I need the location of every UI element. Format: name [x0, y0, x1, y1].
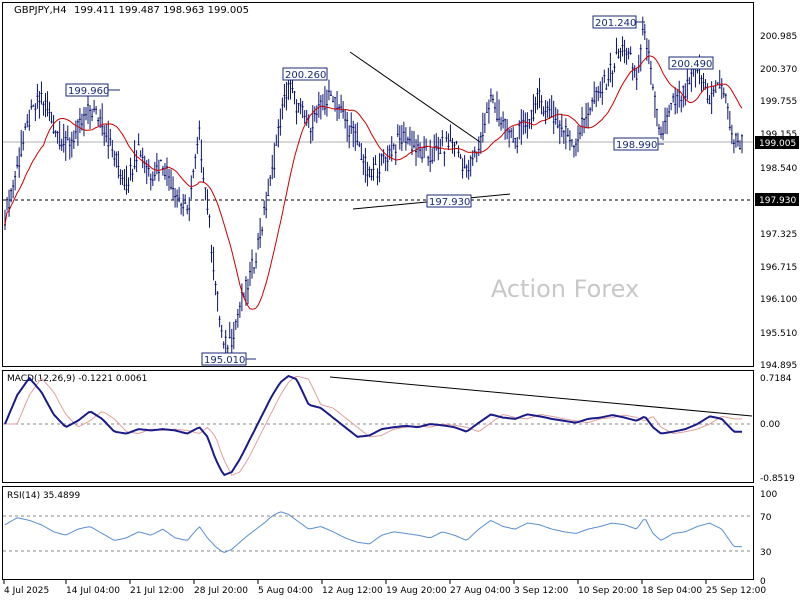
annotation-label: 200.260: [285, 70, 326, 81]
upper-trendline: [349, 51, 481, 143]
annotation-label: 197.930: [429, 197, 470, 208]
support-level-box: [755, 193, 799, 206]
price-ytick: 195.510: [760, 329, 797, 339]
moving-average-line: [4, 55, 743, 310]
rsi-ytick: 70: [760, 513, 772, 523]
macd-line: [4, 374, 742, 477]
macd-panel-frame: [2, 370, 754, 483]
price-ytick: 200.985: [760, 32, 797, 42]
macd-header: MACD(12,26,9) -0.1221 0.0061: [7, 374, 147, 384]
xaxis-layer: 4 Jul 2025 14 Jul 04:00 21 Jul 12:00 28 Jul…: [3, 580, 766, 596]
price-ytick: 197.325: [760, 230, 797, 240]
price-ytick: 199.755: [760, 97, 797, 107]
annotation-box: [426, 194, 472, 208]
macd-ytick: 0.00: [760, 420, 780, 430]
xaxis-label: 21 Jul 12:00: [130, 586, 184, 596]
rsi-line: [4, 511, 742, 553]
annotation-label: 195.010: [204, 355, 245, 366]
price-ytick: 194.895: [760, 361, 797, 371]
price-ytick: 198.540: [760, 164, 797, 174]
macd-ytick: 0.7184: [760, 374, 792, 384]
rsi-ytick: 0: [760, 577, 766, 587]
xaxis-label: 25 Sep 12:00: [706, 586, 766, 596]
xaxis-label: 28 Jul 20:00: [194, 586, 248, 596]
xaxis-label: 14 Jul 04:00: [66, 586, 120, 596]
xaxis-label: 4 Jul 2025: [4, 586, 49, 596]
xaxis-label: 10 Sep 20:00: [578, 586, 638, 596]
xaxis-label: 3 Sep 12:00: [514, 586, 569, 596]
rsi-ytick: 30: [760, 548, 772, 558]
annotation-label: 199.960: [68, 86, 109, 97]
rsi-header: RSI(14) 35.4899: [7, 491, 80, 501]
support-level-label: 197.930: [759, 196, 796, 206]
price-ytick: 199.155: [760, 130, 797, 140]
xaxis-label: 27 Aug 04:00: [450, 586, 511, 596]
price-ytick: 196.100: [760, 295, 797, 305]
price-ytick: 200.370: [760, 65, 797, 75]
macd-ytick: -0.8519: [760, 474, 795, 484]
annotation-box: [668, 56, 714, 70]
annotation-box: [282, 67, 328, 81]
xaxis-label: 12 Aug 12:00: [322, 586, 383, 596]
rsi-ytick: 100: [760, 490, 777, 500]
current-price-label: 199.005: [759, 139, 796, 149]
annotation-label: 200.490: [671, 59, 712, 70]
price-ytick: 196.715: [760, 263, 797, 273]
price-header-symbol: GBPJPY,H4: [14, 5, 67, 16]
rsi-panel-frame: [2, 486, 754, 580]
annotation-label: 201.240: [595, 18, 636, 29]
xaxis-label: 19 Aug 20:00: [386, 586, 447, 596]
candles-layer: [4, 16, 743, 358]
xaxis-label: 18 Sep 04:00: [642, 586, 702, 596]
annotation-label: 198.990: [616, 140, 657, 151]
price-header-ohlc: 199.411 199.487 198.963 199.005: [74, 5, 249, 16]
current-price-box: [755, 136, 799, 149]
macd-trendline: [329, 376, 753, 417]
watermark: Action Forex: [491, 275, 639, 303]
xaxis-label: 5 Aug 04:00: [258, 586, 313, 596]
